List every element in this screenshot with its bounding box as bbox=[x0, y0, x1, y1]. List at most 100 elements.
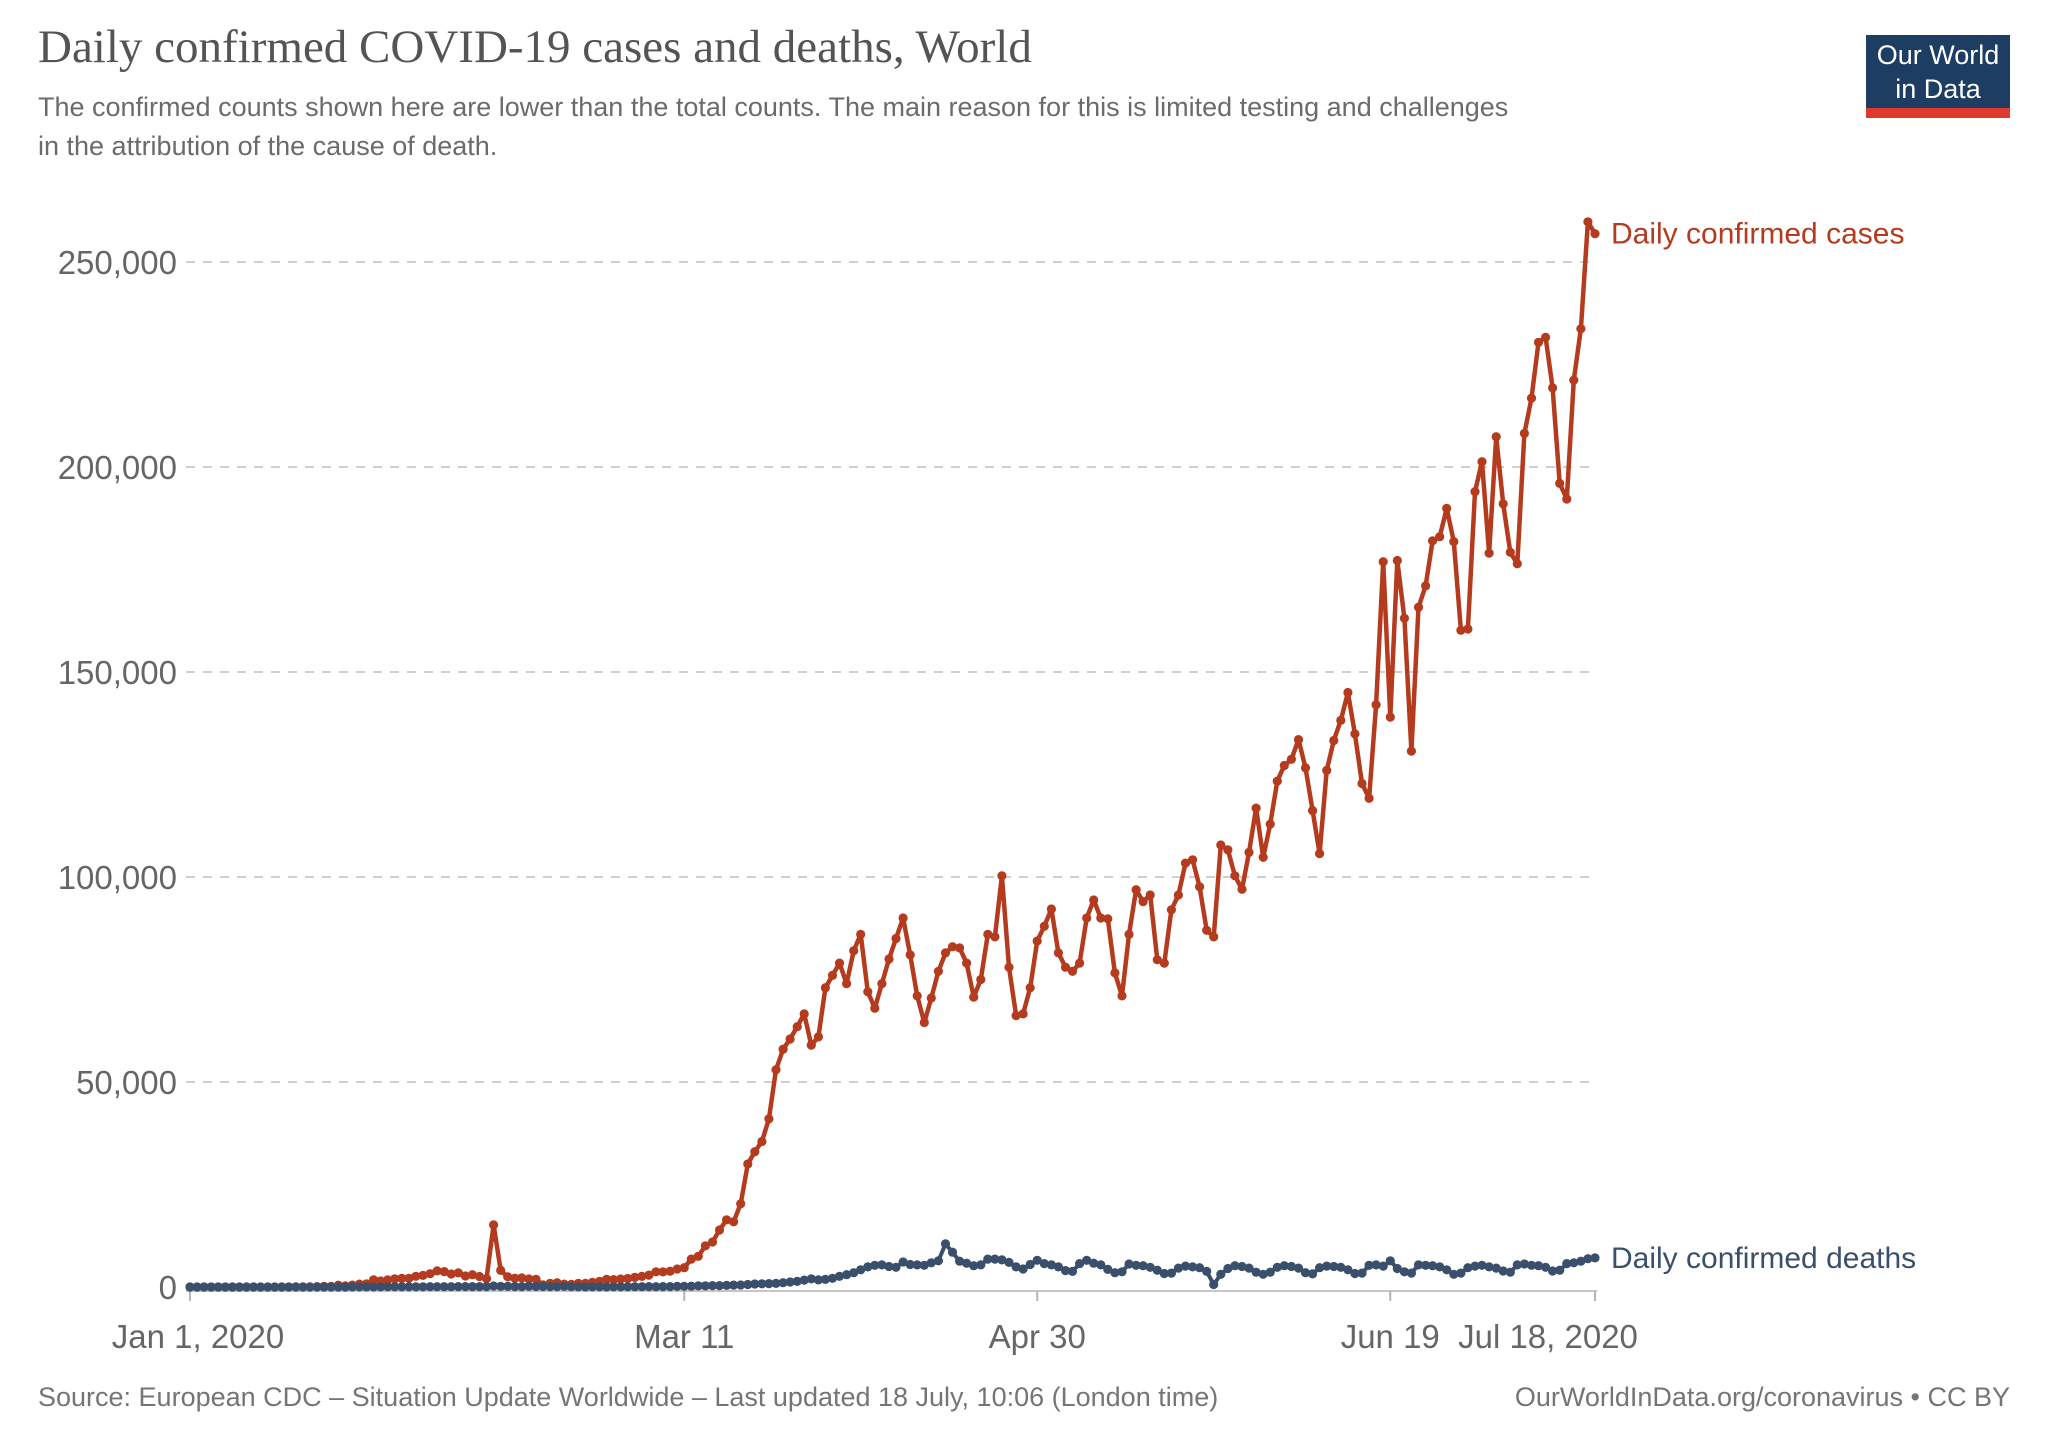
data-point bbox=[1526, 393, 1537, 403]
data-point bbox=[1103, 1264, 1113, 1274]
data-point bbox=[425, 1269, 435, 1279]
data-point bbox=[990, 1254, 1000, 1264]
data-point bbox=[1230, 1261, 1240, 1271]
data-point bbox=[1145, 1262, 1155, 1272]
data-point bbox=[1399, 613, 1409, 623]
footer: Source: European CDC – Situation Update … bbox=[38, 1382, 2010, 1413]
data-point bbox=[1279, 760, 1289, 771]
data-point bbox=[1173, 1263, 1183, 1273]
data-point bbox=[919, 1260, 929, 1270]
data-point bbox=[644, 1282, 654, 1292]
data-point bbox=[1180, 1261, 1191, 1271]
owid-logo[interactable]: Our World in Data bbox=[1866, 35, 2010, 118]
data-point bbox=[1308, 1269, 1318, 1279]
data-point bbox=[489, 1220, 499, 1230]
data-point bbox=[757, 1136, 767, 1147]
data-point bbox=[1576, 1256, 1586, 1266]
data-point bbox=[446, 1282, 456, 1292]
data-point bbox=[1385, 712, 1395, 722]
data-point bbox=[849, 946, 859, 956]
data-point bbox=[764, 1114, 774, 1124]
data-point bbox=[778, 1278, 788, 1288]
data-point bbox=[919, 1017, 929, 1028]
data-point bbox=[1039, 921, 1049, 931]
data-point bbox=[707, 1237, 718, 1247]
data-point bbox=[1371, 1260, 1381, 1270]
data-point bbox=[1286, 1261, 1296, 1272]
data-point bbox=[1173, 890, 1183, 900]
data-point bbox=[1562, 494, 1572, 504]
data-point bbox=[241, 1282, 252, 1292]
data-point bbox=[806, 1040, 816, 1050]
data-point bbox=[1322, 1261, 1332, 1271]
data-point bbox=[750, 1279, 760, 1289]
data-point bbox=[1018, 1009, 1028, 1019]
data-point bbox=[1300, 763, 1311, 773]
y-axis-labels: 0 50,000 100,000 150,000 200,000 250,000 bbox=[58, 244, 177, 1306]
data-point bbox=[510, 1282, 520, 1292]
data-point bbox=[1392, 555, 1402, 566]
data-point bbox=[792, 1022, 802, 1032]
data-point bbox=[771, 1278, 781, 1288]
data-point bbox=[1272, 776, 1282, 786]
data-point bbox=[623, 1273, 633, 1284]
data-point bbox=[609, 1282, 619, 1292]
data-point bbox=[729, 1280, 739, 1290]
y-tick-label: 50,000 bbox=[76, 1064, 177, 1101]
data-point bbox=[460, 1271, 470, 1281]
data-point bbox=[467, 1270, 477, 1280]
data-point bbox=[644, 1270, 654, 1280]
data-point bbox=[312, 1282, 322, 1292]
gridlines bbox=[186, 261, 1597, 1083]
data-point bbox=[1145, 890, 1155, 900]
data-point bbox=[1258, 852, 1268, 862]
data-point bbox=[531, 1274, 541, 1284]
data-point bbox=[778, 1044, 788, 1054]
data-point bbox=[573, 1282, 583, 1292]
data-point bbox=[1216, 840, 1226, 850]
data-point bbox=[1053, 948, 1063, 958]
x-axis bbox=[186, 1290, 1597, 1301]
data-point bbox=[496, 1281, 506, 1291]
data-point bbox=[1209, 1279, 1219, 1290]
data-point bbox=[700, 1241, 711, 1251]
data-point bbox=[376, 1282, 386, 1292]
data-point bbox=[397, 1273, 407, 1283]
data-point bbox=[284, 1282, 294, 1292]
data-point bbox=[863, 1262, 873, 1272]
data-point bbox=[1533, 337, 1544, 347]
data-point bbox=[1357, 1268, 1367, 1278]
data-point bbox=[1399, 1267, 1409, 1277]
data-point bbox=[1075, 1259, 1085, 1269]
data-point bbox=[686, 1281, 696, 1291]
data-point bbox=[743, 1159, 753, 1169]
data-point bbox=[1512, 1260, 1522, 1270]
data-point bbox=[1117, 1267, 1127, 1277]
data-point bbox=[559, 1281, 569, 1291]
data-point bbox=[1484, 1262, 1494, 1272]
data-point bbox=[1491, 432, 1501, 442]
footer-link[interactable]: OurWorldInData.org/coronavirus • CC BY bbox=[1514, 1382, 2010, 1412]
data-point bbox=[390, 1282, 400, 1292]
data-point bbox=[192, 1282, 202, 1292]
data-point bbox=[1188, 855, 1198, 865]
data-point bbox=[1025, 1259, 1035, 1270]
data-point bbox=[813, 1032, 824, 1042]
data-point bbox=[418, 1270, 428, 1280]
data-point bbox=[990, 932, 1000, 942]
data-point bbox=[199, 1282, 209, 1292]
data-point bbox=[743, 1279, 753, 1290]
data-point bbox=[1421, 581, 1431, 591]
y-tick-label: 200,000 bbox=[58, 449, 177, 486]
data-point bbox=[1124, 1259, 1134, 1269]
data-point bbox=[651, 1282, 661, 1292]
data-point bbox=[1435, 532, 1445, 542]
data-point bbox=[891, 1262, 901, 1272]
data-point bbox=[884, 1261, 894, 1272]
data-point bbox=[1166, 905, 1176, 915]
data-point bbox=[665, 1282, 675, 1292]
data-point bbox=[1159, 958, 1169, 968]
data-point bbox=[383, 1282, 393, 1292]
data-point bbox=[524, 1274, 534, 1284]
data-point bbox=[1195, 1263, 1205, 1273]
